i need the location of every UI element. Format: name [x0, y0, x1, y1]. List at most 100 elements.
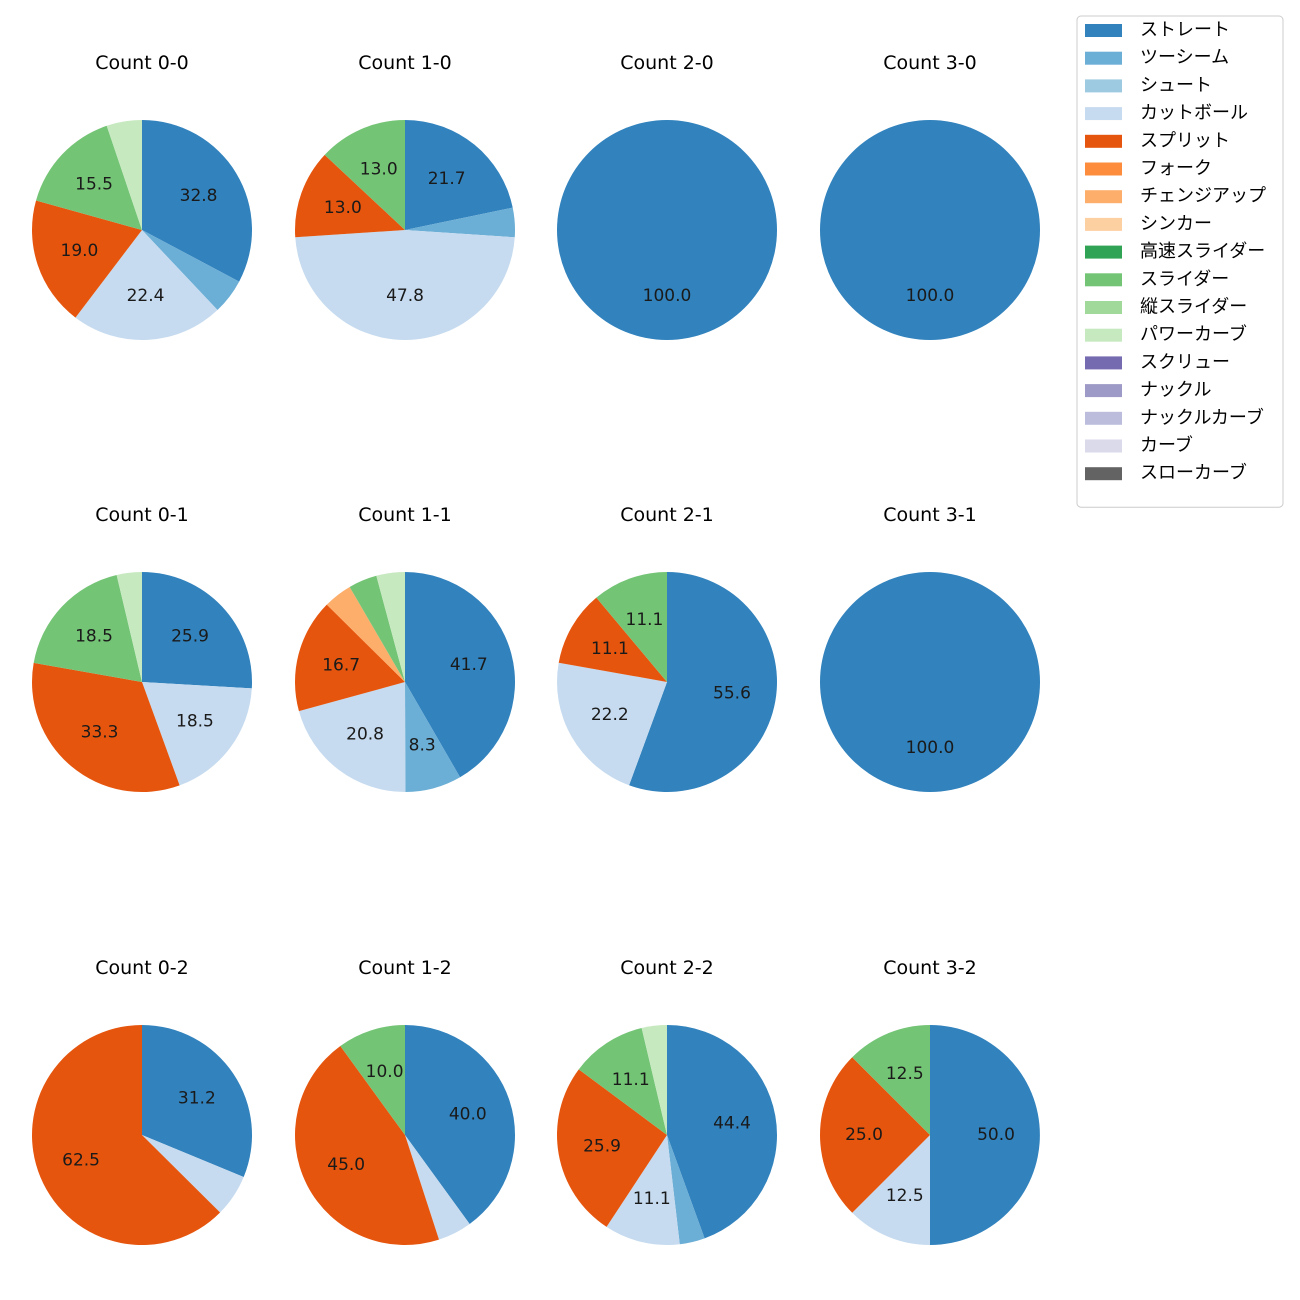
legend-swatch — [1085, 301, 1122, 314]
pie-slice-label: 19.0 — [61, 241, 99, 261]
pie-slice-label: 20.8 — [346, 725, 384, 745]
pie-count-3-2: Count 3-2 50.0 12.5 25.0 12.5 — [819, 957, 1040, 1245]
pie-slice-label: 62.5 — [62, 1150, 100, 1170]
pie-slice — [295, 604, 405, 712]
pie-slice — [31, 1025, 221, 1245]
pie-slice-label: 13.0 — [324, 198, 362, 218]
pie-count-3-0: Count 3-0 100.0 — [820, 52, 1040, 340]
pie-slice — [606, 1135, 680, 1245]
pie-slice — [340, 1025, 405, 1135]
pie-slice — [324, 120, 405, 230]
pie-slice-label: 13.0 — [360, 159, 398, 179]
pie-slice-label: 47.8 — [386, 286, 424, 306]
pie-slice — [558, 597, 667, 682]
pie-count-0-1: Count 0-1 25.9 18.5 33.3 18.5 — [31, 504, 252, 793]
pie-slice — [295, 1046, 439, 1245]
legend-frame — [1076, 15, 1284, 508]
pie-slice-label: 11.1 — [633, 1189, 671, 1209]
legend-swatch — [1085, 411, 1122, 425]
pie-slice-label: 22.4 — [127, 286, 165, 306]
legend-swatch — [1085, 24, 1122, 37]
legend-label: フォーク — [1140, 158, 1212, 179]
legend-label: 高速スライダー — [1140, 241, 1265, 262]
pie-title: Count 0-0 — [95, 52, 189, 74]
pie-slice — [326, 586, 405, 682]
pie-slice-label: 11.1 — [612, 1070, 650, 1090]
pie-slice-label: 22.2 — [591, 705, 629, 725]
pie-slice-label: 100.0 — [906, 738, 955, 758]
legend-swatch — [1085, 51, 1122, 65]
pie-count-3-1: Count 3-1 100.0 — [820, 504, 1040, 792]
pie-slice — [142, 120, 253, 282]
pie-slice-label: 12.5 — [886, 1064, 924, 1084]
pie-slice — [295, 154, 405, 238]
pie-slice-label: 18.5 — [75, 627, 113, 647]
pie-slice-label: 11.1 — [591, 639, 629, 659]
pie-slice — [557, 1069, 667, 1227]
legend-label: スプリット — [1140, 130, 1230, 151]
legend-label: カーブ — [1140, 434, 1193, 456]
pie-slice-label: 8.3 — [409, 736, 436, 756]
pie-slice — [820, 120, 1040, 340]
legend-label: ナックル — [1140, 380, 1211, 401]
pie-title: Count 0-1 — [95, 504, 189, 526]
legend-swatch — [1085, 245, 1122, 259]
pie-title: Count 1-2 — [358, 957, 452, 979]
legend-swatch — [1085, 190, 1122, 204]
pie-slice — [557, 662, 667, 786]
pie-title: Count 1-0 — [358, 52, 452, 74]
pie-slice — [142, 682, 252, 786]
pie-slice — [852, 1025, 930, 1135]
legend-label: チェンジアップ — [1140, 186, 1266, 207]
pie-slice — [405, 120, 513, 230]
pie-slice-label: 50.0 — [977, 1125, 1015, 1145]
legend-label: カットボール — [1140, 103, 1248, 124]
legend-swatch — [1085, 439, 1122, 453]
pie-slice — [629, 572, 777, 792]
pie-slice — [36, 125, 142, 230]
legend-label: シュート — [1140, 75, 1212, 96]
legend-swatch — [1085, 107, 1122, 121]
pie-slice — [405, 1135, 470, 1240]
pie-title: Count 3-0 — [883, 52, 977, 74]
legend-swatch — [1085, 79, 1122, 93]
pie-count-0-0: Count 0-0 32.8 22.4 19.0 15.5 — [31, 52, 253, 340]
legend-swatch — [1085, 217, 1122, 231]
legend-swatch — [1085, 162, 1122, 176]
pie-slice-label: 41.7 — [450, 655, 488, 675]
pie-title: Count 3-2 — [883, 957, 977, 979]
pie-count-1-1: Count 1-1 41.7 8.3 20.8 16.7 — [295, 504, 515, 792]
legend-swatch — [1085, 467, 1122, 481]
pie-slice-label: 15.5 — [75, 175, 113, 195]
pie-slice — [106, 120, 142, 230]
legend-label: パワーカーブ — [1140, 323, 1247, 345]
pie-slice-label: 18.5 — [176, 711, 214, 731]
pie-slice-label: 11.1 — [626, 610, 664, 630]
pie-slice — [405, 682, 461, 792]
pie-slice — [75, 230, 218, 340]
pie-slice-label: 16.7 — [322, 655, 360, 675]
legend-swatch — [1085, 328, 1122, 342]
legend-label: ツーシーム — [1140, 47, 1229, 68]
legend-label: シンカー — [1140, 213, 1212, 234]
legend-swatch — [1085, 273, 1122, 287]
pie-slice-label: 100.0 — [643, 286, 692, 306]
pie-slice — [930, 1025, 1040, 1245]
pie-count-2-0: Count 2-0 100.0 — [557, 52, 777, 340]
pie-slice — [376, 572, 405, 682]
pie-slice-label: 12.5 — [886, 1186, 924, 1206]
pie-slice — [819, 1057, 930, 1213]
legend-swatch — [1085, 356, 1122, 370]
pie-count-1-0: Count 1-0 21.7 47.8 13.0 13.0 — [295, 52, 516, 341]
pie-slice-label: 31.2 — [178, 1088, 216, 1108]
pie-count-2-2: Count 2-2 44.4 11.1 25.9 11.1 — [557, 957, 777, 1245]
pie-slice — [142, 1025, 253, 1177]
pie-slice — [142, 230, 240, 311]
pie-slice — [641, 1025, 667, 1135]
pie-slice-label: 100.0 — [906, 286, 955, 306]
pie-slice-label: 32.8 — [180, 186, 218, 206]
pie-slice — [349, 575, 405, 682]
pie-slice — [852, 1135, 930, 1245]
pie-slice-label: 45.0 — [327, 1155, 365, 1175]
pie-slice — [405, 1025, 515, 1224]
